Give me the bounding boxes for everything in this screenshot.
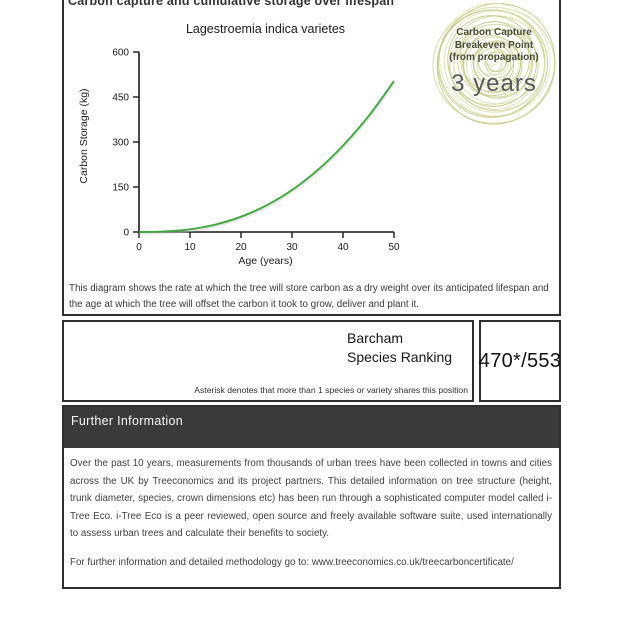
certificate-url-link[interactable]: www.treeconomics.co.uk/treecarboncertifi…: [311, 556, 514, 568]
breakeven-badge: Carbon Capture Breakeven Point (from pro…: [430, 0, 558, 126]
further-information-header-bar: Further Information: [64, 407, 559, 448]
svg-text:0: 0: [123, 228, 129, 239]
tree-rings-icon: [432, 2, 556, 125]
svg-text:150: 150: [112, 183, 129, 194]
species-ranking-box: Barcham Species Ranking Asterisk denotes…: [62, 320, 474, 402]
svg-text:30: 30: [286, 242, 298, 253]
carbon-storage-chart: 0 150 300 450 600 0 10 20 30 40 50: [112, 48, 400, 254]
svg-text:450: 450: [112, 93, 129, 104]
further-information-body: Over the past 10 years, measurements fro…: [64, 448, 559, 571]
svg-text:0: 0: [136, 242, 142, 253]
document-title: Carbon capture and cumulative storage ov…: [68, 0, 395, 8]
link-line: For further information and detailed met…: [70, 554, 552, 572]
svg-text:10: 10: [184, 242, 196, 253]
badge-labels: Carbon Capture Breakeven Point (from pro…: [430, 27, 558, 65]
svg-text:40: 40: [337, 242, 349, 253]
methodology-paragraph: Over the past 10 years, measurements fro…: [70, 458, 552, 539]
ranking-label-line2: Species Ranking: [347, 348, 453, 365]
ranking-label-line1: Barcham: [347, 330, 404, 346]
species-ranking-label: Barcham Species Ranking: [347, 329, 452, 366]
svg-text:20: 20: [235, 242, 247, 253]
further-information-panel: Further Information Over the past 10 yea…: [62, 405, 561, 589]
further-information-heading: Further Information: [71, 414, 183, 428]
link-prefix: For further information and detailed met…: [70, 556, 312, 568]
chart-panel: Carbon capture and cumulative storage ov…: [62, 0, 561, 316]
badge-label-line3: (from propagation): [449, 52, 539, 63]
svg-text:600: 600: [112, 48, 129, 59]
chart-caption: This diagram shows the rate at which the…: [69, 283, 549, 310]
certificate-body: Carbon capture and cumulative storage ov…: [62, 0, 561, 620]
ranking-value: 470*/553: [478, 349, 562, 372]
svg-text:300: 300: [112, 138, 129, 149]
badge-value: 3 years: [451, 70, 537, 97]
ranking-value-box: 470*/553: [479, 320, 561, 402]
chart-title: Lagestroemia indica varietes: [185, 22, 346, 36]
badge-label-line1: Carbon Capture: [456, 27, 532, 38]
asterisk-note: Asterisk denotes that more than 1 specie…: [194, 385, 468, 395]
badge-label-line2: Breakeven Point: [454, 39, 534, 51]
svg-text:50: 50: [388, 242, 400, 253]
x-axis-title: Age (years): [238, 255, 293, 267]
